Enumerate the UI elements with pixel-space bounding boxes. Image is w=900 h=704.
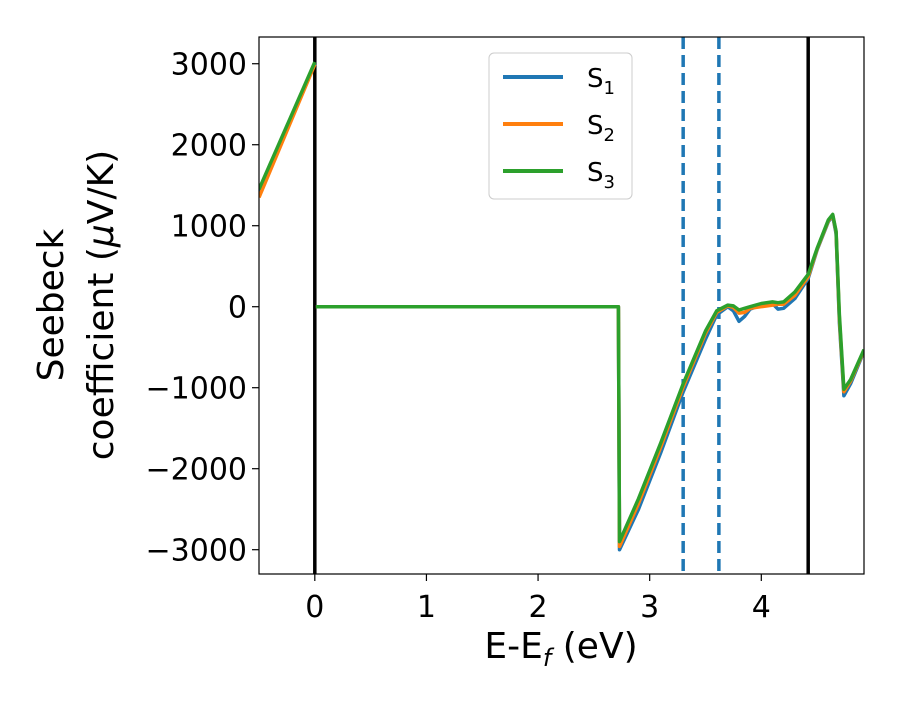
y-tick-label-5: −2000 — [146, 453, 247, 488]
y-tick-label-6: −3000 — [146, 534, 247, 569]
y-tick-label-4: −1000 — [146, 372, 247, 407]
x-axis-label-unit: (eV) — [551, 626, 637, 667]
y-axis-label-unit: V/K) — [81, 150, 122, 224]
plot-frame — [258, 36, 865, 575]
x-tick-label-0: 0 — [305, 590, 324, 625]
x-tick-label-3: 3 — [640, 590, 659, 625]
y-axis-label-mu: μ — [81, 224, 122, 248]
series-layer — [259, 61, 864, 552]
y-axis-ticks: 3000 2000 1000 0 −1000 −2000 −3000 — [146, 48, 259, 569]
y-axis-label-line2: coefficient (μV/K) — [81, 150, 122, 460]
legend-label-2: S2 — [587, 111, 615, 146]
y-tick-label-3: 0 — [228, 291, 247, 326]
legend: S1 S2 S3 — [488, 52, 633, 200]
y-tick-label-2: 1000 — [171, 210, 247, 245]
legend-label-1: S1 — [587, 64, 615, 99]
x-axis-label: E-Ef (eV) — [484, 626, 637, 672]
series-3-line-segment-0 — [259, 61, 317, 191]
x-tick-label-4: 4 — [752, 590, 771, 625]
x-axis-label-main: E-E — [484, 626, 542, 667]
y-axis-label-text: coefficient ( — [81, 247, 122, 460]
y-axis-label-line1: Seebeck — [31, 228, 72, 381]
x-axis-ticks: 0 1 2 3 4 — [305, 574, 771, 625]
y-tick-label-1: 2000 — [171, 129, 247, 164]
legend-label-3: S3 — [587, 158, 615, 193]
x-tick-label-2: 2 — [529, 590, 548, 625]
vertical-lines — [313, 37, 810, 574]
x-tick-label-1: 1 — [417, 590, 436, 625]
y-tick-label-0: 3000 — [171, 48, 247, 83]
series-3-line-segment-1 — [315, 212, 864, 544]
